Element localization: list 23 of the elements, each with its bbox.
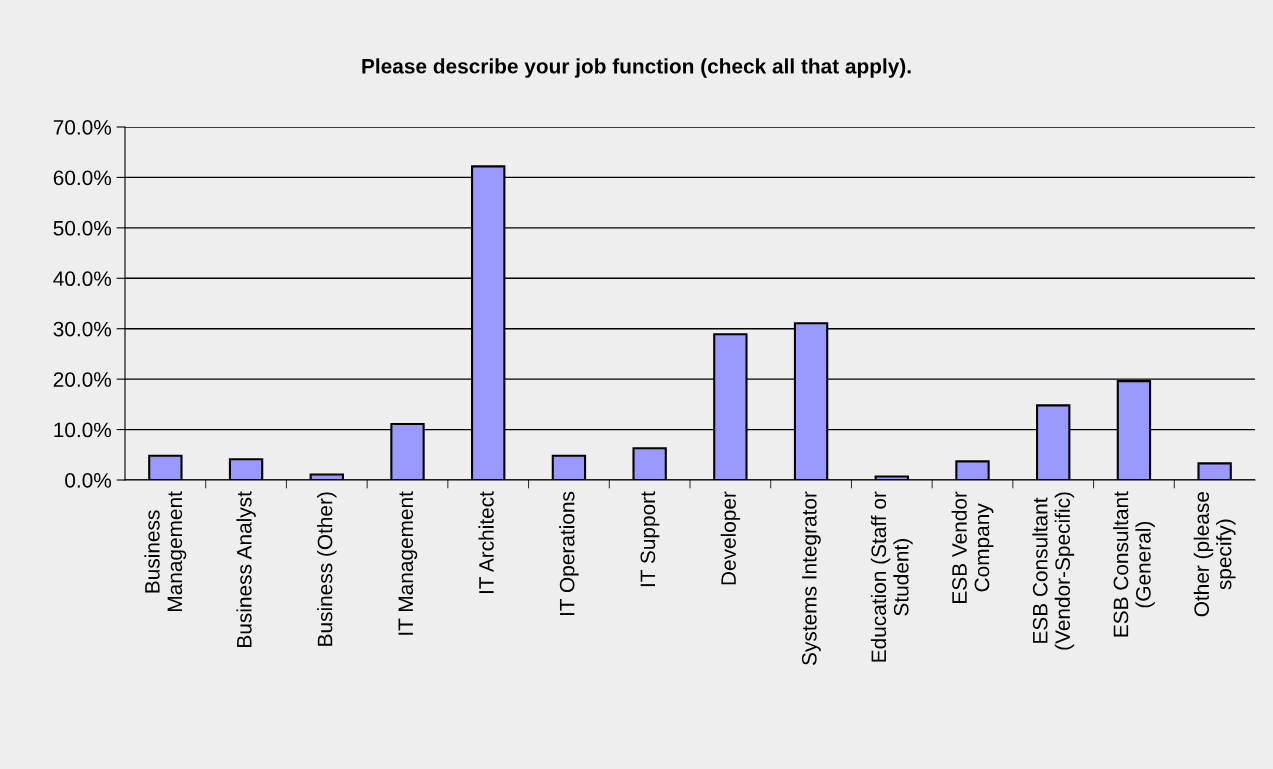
x-tick-label: ESB Consultant (General)	[1113, 491, 1155, 637]
x-tick-label: Education (Staff or Student)	[870, 491, 913, 662]
x-tick-label: Business Management	[144, 491, 187, 611]
y-tick-label: 70.0%	[53, 120, 112, 135]
x-tick-label: IT Architect	[478, 491, 494, 594]
chart-title: Please describe your job function (check all that apply).	[362, 58, 911, 78]
x-tick-label: ESB Consultant (Vendor-Specific)	[1032, 492, 1075, 650]
x-tick-label: Business Analyst	[236, 491, 256, 647]
y-tick-label: 30.0%	[53, 321, 112, 337]
y-tick-label: 20.0%	[53, 372, 112, 387]
y-tick-label: 60.0%	[53, 170, 112, 186]
x-tick-label: Business (Other)	[317, 492, 337, 646]
y-tick-label: 40.0%	[53, 271, 112, 287]
y-tick-label: 0.0%	[65, 473, 112, 488]
x-tick-label: IT Management	[398, 491, 418, 635]
x-tick-label: Developer	[720, 491, 741, 585]
y-tick-label: 50.0%	[53, 220, 112, 236]
x-tick-label: ESB Vendor Company	[951, 491, 994, 603]
x-tick-label: IT Support	[640, 491, 660, 587]
y-tick-label: 10.0%	[54, 422, 112, 438]
x-tick-label: IT Operations	[559, 491, 579, 616]
x-tick-label: Other (please specify)	[1193, 492, 1236, 617]
x-tick-label: Systems Integrator	[801, 491, 821, 665]
